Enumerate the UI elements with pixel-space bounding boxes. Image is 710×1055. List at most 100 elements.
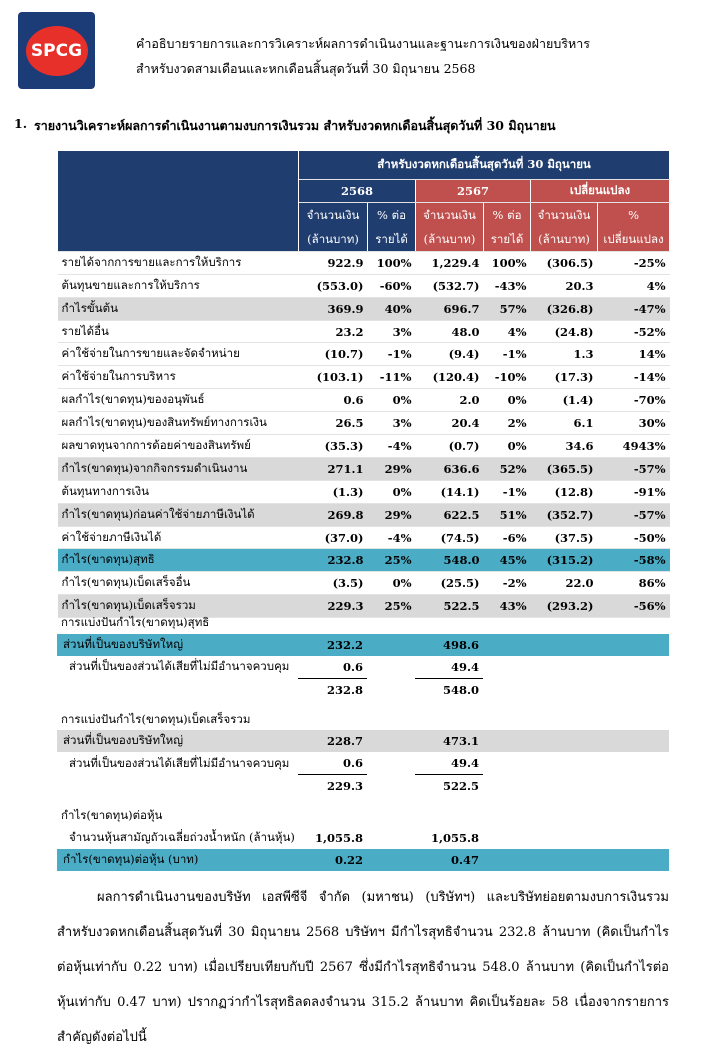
blank-cell bbox=[483, 730, 530, 752]
breakdown-value: 0.22 bbox=[334, 852, 363, 867]
value-cell: -1% bbox=[367, 342, 416, 367]
breakdown-value: 548.0 bbox=[415, 677, 483, 701]
value-cell: 22.0 bbox=[530, 571, 598, 596]
table-row: ผลกำไร(ขาดทุน)ของสินทรัพย์ทางการเงิน 26.5… bbox=[57, 411, 670, 436]
breakdown-row: ส่วนที่เป็นของบริษัทใหญ่ 228.7 473.1 bbox=[57, 730, 669, 753]
value-cell: (553.0) bbox=[298, 274, 368, 298]
value-cell: -1% bbox=[483, 342, 531, 367]
value-cell: 45% bbox=[483, 548, 531, 573]
breakdown-label: ส่วนที่เป็นของส่วนได้เสียที่ไม่มีอำนาจคว… bbox=[69, 755, 290, 770]
breakdown-title-row: กำไร(ขาดทุน)ต่อหุ้น bbox=[57, 805, 669, 827]
row-label: กำไร(ขาดทุน)เบ็ดเสร็จอื่น bbox=[57, 571, 299, 596]
value-cell: 548.0 bbox=[415, 548, 484, 573]
value-cell: 25% bbox=[367, 548, 416, 573]
value-cell: 1,229.4 bbox=[415, 251, 484, 275]
value-cell: -91% bbox=[597, 480, 670, 504]
value-cell: 636.6 bbox=[415, 457, 484, 481]
value-cell: -47% bbox=[597, 297, 670, 321]
blank-cell bbox=[483, 775, 530, 797]
blank-cell bbox=[483, 752, 530, 774]
row-label: ค่าใช้จ่ายในการขายและจัดจำหน่าย bbox=[57, 342, 299, 367]
value-cell: 0% bbox=[367, 480, 416, 504]
value-cell: 43% bbox=[483, 594, 531, 619]
breakdown-value: 1,055.8 bbox=[314, 830, 363, 845]
value-cell: -2% bbox=[483, 571, 531, 596]
value-cell: -14% bbox=[597, 365, 670, 390]
breakdown-title-row: การแบ่งปันกำไร(ขาดทุน)สุทธิ bbox=[57, 612, 669, 634]
value-cell: (24.8) bbox=[530, 320, 598, 344]
blank-cell bbox=[367, 730, 415, 752]
value-cell: 1.3 bbox=[530, 342, 598, 367]
breakdown-value: 498.6 bbox=[442, 637, 479, 652]
value-cell: 2% bbox=[483, 411, 531, 436]
value-cell: -52% bbox=[597, 320, 670, 344]
blank-cell bbox=[530, 678, 597, 700]
header-row: สำหรับงวดหกเดือนสิ้นสุดวันที่ 30 มิถุนาย… bbox=[57, 150, 671, 252]
blank-cell bbox=[483, 656, 530, 678]
section-number: 1. bbox=[14, 116, 28, 131]
value-cell: 51% bbox=[483, 503, 531, 527]
table-row: กำไร(ขาดทุน)สุทธิ 232.8 25% 548.0 45% (315.2)… bbox=[57, 548, 670, 573]
logo-text: SPCG bbox=[25, 25, 88, 76]
paragraph: ผลการดำเนินงานของบริษัท เอสพีซีจี จำกัด … bbox=[57, 890, 669, 1045]
row-label: รายได้อื่น bbox=[57, 320, 299, 344]
breakdown-title: กำไร(ขาดทุน)ต่อหุ้น bbox=[61, 808, 163, 823]
value-cell: (103.1) bbox=[298, 365, 368, 390]
value-cell: 86% bbox=[597, 571, 670, 596]
row-label: กำไร(ขาดทุน)จากกิจกรรมดำเนินงาน bbox=[57, 457, 299, 481]
breakdown-label bbox=[57, 678, 298, 700]
value-cell: 271.1 bbox=[298, 457, 368, 481]
value-cell: 696.7 bbox=[415, 297, 484, 321]
value-cell: -57% bbox=[597, 457, 670, 481]
row-label: รายได้จากการขายและการให้บริการ bbox=[57, 251, 299, 275]
row-label: ค่าใช้จ่ายภาษีเงินได้ bbox=[57, 526, 299, 550]
column-header: % เปลี่ยนแปลง bbox=[596, 201, 671, 252]
value-cell: (35.3) bbox=[298, 434, 368, 458]
breakdown-value: 522.5 bbox=[415, 774, 483, 798]
blank-cell bbox=[483, 849, 530, 871]
value-cell: -4% bbox=[367, 434, 416, 458]
value-cell: 0% bbox=[367, 388, 416, 413]
blank-cell bbox=[530, 849, 597, 871]
value-cell: (365.5) bbox=[530, 457, 598, 481]
column-header-line: เปลี่ยนแปลง bbox=[603, 231, 664, 246]
value-cell: 4943% bbox=[597, 434, 670, 458]
blank-cell bbox=[597, 827, 669, 849]
breakdown-value: 49.4 bbox=[450, 756, 479, 771]
column-header-line: (ล้านบาท) bbox=[423, 231, 476, 246]
value-cell: 20.4 bbox=[415, 411, 484, 436]
breakdown-label: จำนวนหุ้นสามัญถัวเฉลี่ยถ่วงน้ำหนัก (ล้าน… bbox=[69, 829, 295, 844]
breakdown-label: ส่วนที่เป็นของส่วนได้เสียที่ไม่มีอำนาจคว… bbox=[69, 658, 290, 673]
column-header: % ต่อ รายได้ bbox=[367, 201, 416, 252]
value-cell: 232.8 bbox=[298, 548, 368, 573]
blank-cell bbox=[530, 775, 597, 797]
value-cell: (532.7) bbox=[415, 274, 484, 298]
value-cell: -25% bbox=[597, 251, 670, 275]
breakdown-value: 228.7 bbox=[326, 734, 363, 749]
blank-cell bbox=[597, 634, 669, 656]
value-cell: -6% bbox=[483, 526, 531, 550]
value-cell: 26.5 bbox=[298, 411, 368, 436]
blank-cell bbox=[597, 678, 669, 700]
row-label: ผลขาดทุนจากการด้อยค่าของสินทรัพย์ bbox=[57, 434, 299, 458]
breakdown-label: ส่วนที่เป็นของบริษัทใหญ่ bbox=[63, 636, 184, 651]
section-title: รายงานวิเคราะห์ผลการดำเนินงานตามงบการเงิ… bbox=[34, 118, 556, 133]
column-header-line: รายได้ bbox=[375, 231, 408, 246]
table-row: ค่าใช้จ่ายในการขายและจัดจำหน่าย (10.7) -1%… bbox=[57, 342, 670, 367]
breakdown-title-row: การแบ่งปันกำไร(ขาดทุน)เบ็ดเสร็จรวม bbox=[57, 709, 669, 731]
column-header-line: จำนวนเงิน bbox=[306, 207, 360, 222]
blank-cell bbox=[597, 656, 669, 678]
breakdown-label bbox=[57, 775, 298, 797]
table-row: กำไรขั้นต้น 369.9 40% 696.7 57% (326.8) -47% bbox=[57, 297, 670, 321]
breakdown-value: 232.8 bbox=[298, 677, 367, 701]
row-label: กำไร(ขาดทุน)สุทธิ bbox=[57, 548, 299, 573]
table-row: กำไร(ขาดทุน)เบ็ดเสร็จรวม 229.3 25% 522.5 43%… bbox=[57, 594, 670, 619]
column-header: จำนวนเงิน (ล้านบาท) bbox=[298, 201, 368, 252]
row-label: ผลกำไร(ขาดทุน)ของอนุพันธ์ bbox=[57, 388, 299, 413]
row-label: กำไร(ขาดทุน)ก่อนค่าใช้จ่ายภาษีเงินได้ bbox=[57, 503, 299, 527]
value-cell: 0% bbox=[367, 571, 416, 596]
logo: SPCG bbox=[18, 12, 95, 89]
value-cell: -1% bbox=[483, 480, 531, 504]
row-label: ค่าใช้จ่ายในการบริหาร bbox=[57, 365, 299, 390]
value-cell: (37.5) bbox=[530, 526, 598, 550]
